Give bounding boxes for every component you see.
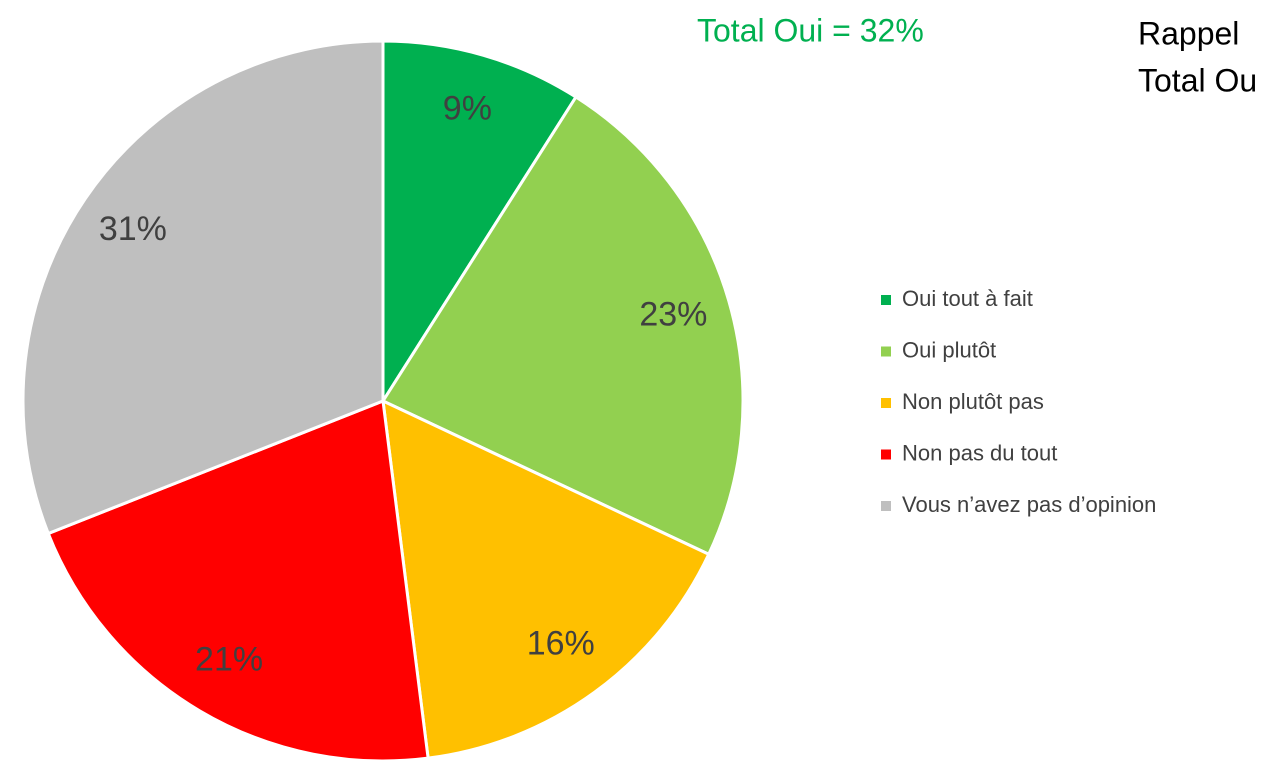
annotation: Rappel <box>1138 15 1239 51</box>
data-label: 9% <box>443 90 492 128</box>
data-label: 16% <box>527 625 595 663</box>
legend-swatch <box>881 449 891 460</box>
pie-slice <box>381 398 711 760</box>
data-label: 21% <box>195 640 263 678</box>
legend-swatch <box>881 501 891 511</box>
pie-slice <box>21 39 385 536</box>
data-label: 23% <box>639 296 707 334</box>
data-label: 31% <box>99 210 167 248</box>
legend-label: Non pas du tout <box>902 440 1057 465</box>
legend-swatch <box>881 398 891 408</box>
pie-slice <box>380 94 745 557</box>
legend-swatch <box>881 346 891 357</box>
annotation: Total Oui = 32% <box>697 12 924 48</box>
legend-label: Vous n’avez pas d’opinion <box>902 492 1156 517</box>
legend-swatch <box>881 295 891 305</box>
legend-label: Non plutôt pas <box>902 389 1044 414</box>
pie-slice <box>381 39 578 407</box>
legend-label: Oui plutôt <box>902 337 996 362</box>
annotation: Total Ou <box>1138 62 1257 98</box>
legend-label: Oui tout à fait <box>902 286 1033 311</box>
